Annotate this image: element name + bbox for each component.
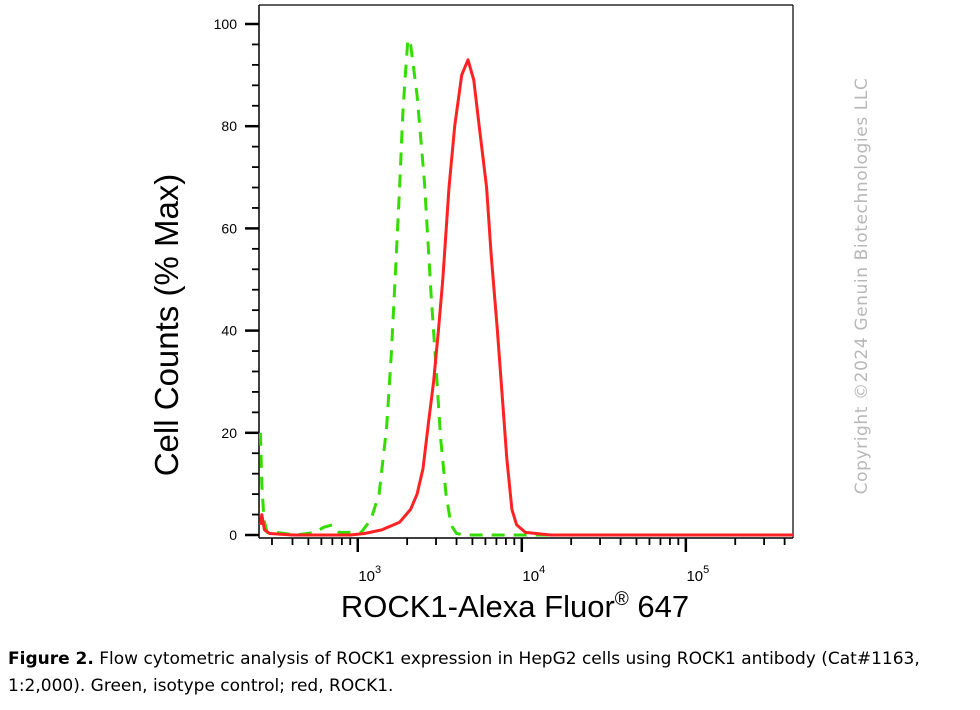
caption-text: Flow cytometric analysis of ROCK1 expres… <box>8 649 920 696</box>
x-tick-label: 103 <box>358 564 381 585</box>
x-tick-label-exponent: 3 <box>375 564 381 576</box>
y-axis-label: Cell Counts (% Max) <box>148 174 185 477</box>
x-axis: 103 104 105 <box>271 538 786 585</box>
x-tick-label: 104 <box>522 564 545 585</box>
x-axis-label-main: ROCK1-Alexa Fluor <box>341 589 615 624</box>
y-tick-label: 40 <box>221 323 237 339</box>
x-axis-label-registered: ® <box>615 589 629 610</box>
x-axis-label-tail: 647 <box>629 589 689 624</box>
y-tick-label: 0 <box>229 527 237 543</box>
y-tick-label: 80 <box>221 118 237 134</box>
copyright-watermark-text: Copyright ©2024 Genuin Biotechnologies L… <box>852 77 872 495</box>
caption-label: Figure 2. <box>8 649 94 669</box>
x-axis-label: ROCK1-Alexa Fluor® 647 <box>341 589 689 624</box>
plot-frame <box>258 4 794 539</box>
series-layer <box>258 37 793 537</box>
figure-caption: Figure 2. Flow cytometric analysis of RO… <box>8 646 976 700</box>
x-tick-label-base: 10 <box>358 568 375 585</box>
x-tick-label-exponent: 5 <box>703 564 709 576</box>
isotype-control-curve <box>258 37 793 537</box>
x-tick-label-base: 10 <box>686 568 703 585</box>
y-tick-label: 20 <box>221 425 237 441</box>
x-tick-label: 105 <box>686 564 709 585</box>
x-tick-label-exponent: 4 <box>539 564 545 576</box>
x-tick-label-base: 10 <box>522 568 539 585</box>
rock1-curve <box>258 58 793 537</box>
y-tick-label: 60 <box>221 220 237 236</box>
y-tick-label: 100 <box>214 16 238 32</box>
y-axis: 0 20 40 60 80 100 <box>214 16 259 543</box>
